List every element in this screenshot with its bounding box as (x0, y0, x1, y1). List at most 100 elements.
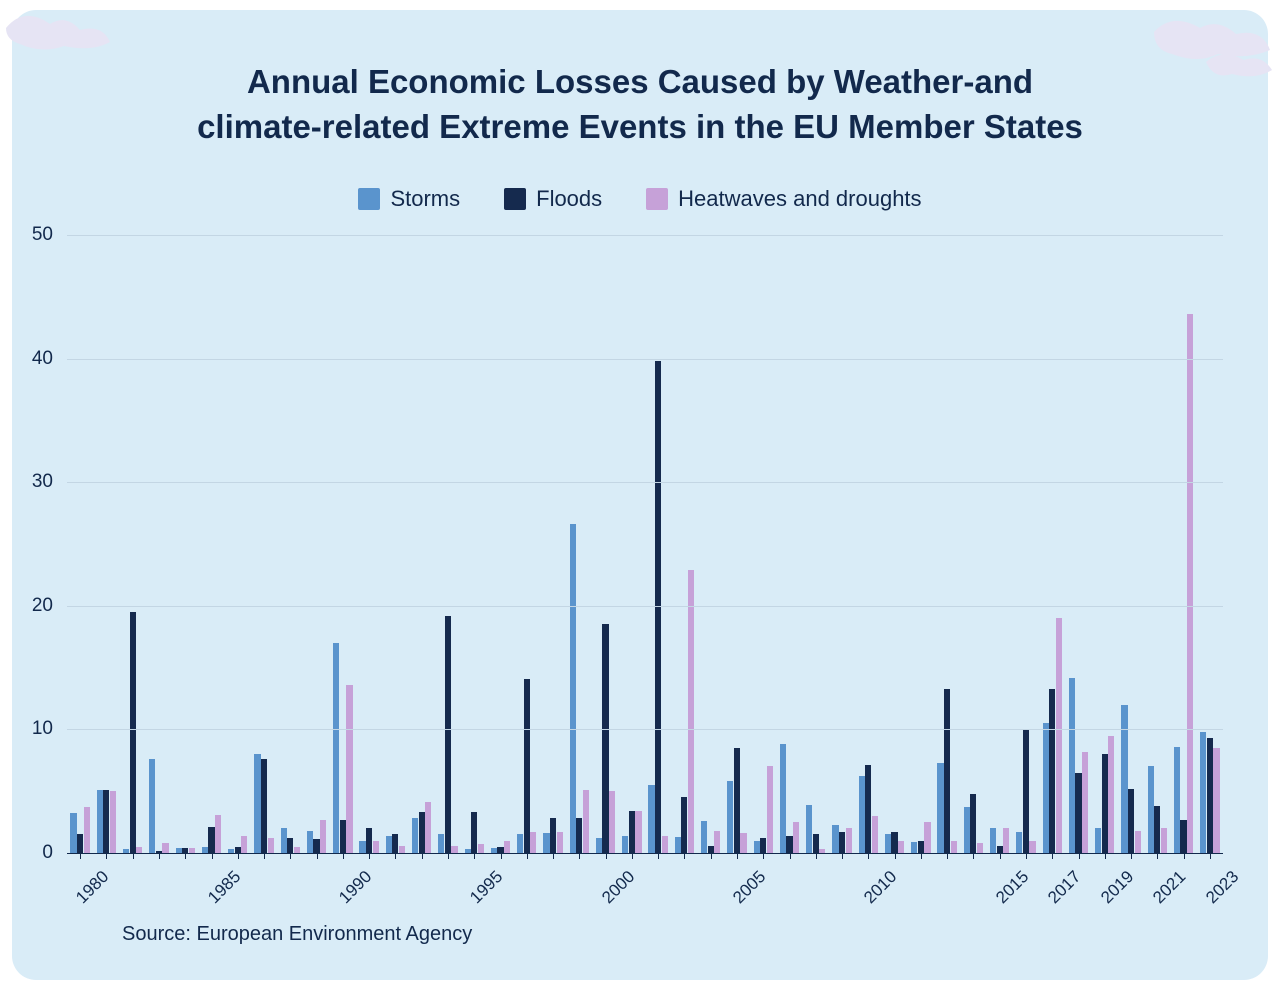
x-tick-mark (816, 853, 817, 859)
bar-heatwaves-and-droughts (1029, 841, 1035, 853)
bar-storms (727, 781, 733, 853)
bar-heatwaves-and-droughts (1135, 831, 1141, 853)
bar-floods (392, 834, 398, 853)
x-tick-mark (422, 853, 423, 859)
bar-storms (780, 744, 786, 853)
gridline (67, 359, 1223, 360)
x-tick-mark (1026, 853, 1027, 859)
bar-heatwaves-and-droughts (557, 832, 563, 853)
bar-floods (103, 790, 109, 853)
bar-floods (261, 759, 267, 853)
bar-heatwaves-and-droughts (714, 831, 720, 853)
bar-heatwaves-and-droughts (110, 791, 116, 853)
bar-storms (1200, 732, 1206, 853)
bar-heatwaves-and-droughts (1161, 828, 1167, 853)
chart-card: Annual Economic Losses Caused by Weather… (12, 10, 1268, 980)
x-tick-label: 2017 (1044, 867, 1085, 908)
bar-storms (806, 805, 812, 853)
legend-label: Storms (390, 186, 460, 212)
bar-heatwaves-and-droughts (346, 685, 352, 853)
bar-floods (891, 832, 897, 853)
bar-heatwaves-and-droughts (1187, 314, 1193, 853)
bar-heatwaves-and-droughts (268, 838, 274, 853)
bar-storms (359, 841, 365, 853)
bar-storms (70, 813, 76, 853)
bar-storms (885, 834, 891, 853)
gridline (67, 235, 1223, 236)
bar-storms (754, 841, 760, 853)
bar-storms (307, 831, 313, 853)
legend-item: Storms (358, 186, 460, 212)
bar-floods (1180, 820, 1186, 853)
bar-heatwaves-and-droughts (583, 790, 589, 853)
x-tick-mark (185, 853, 186, 859)
y-tick-label: 10 (32, 718, 53, 740)
bar-heatwaves-and-droughts (399, 846, 405, 853)
bar-heatwaves-and-droughts (951, 841, 957, 853)
x-tick-label: 2005 (729, 867, 770, 908)
bar-storms (438, 834, 444, 853)
gridline (67, 729, 1223, 730)
bar-floods (1128, 789, 1134, 853)
x-tick-mark (80, 853, 81, 859)
bar-heatwaves-and-droughts (451, 846, 457, 853)
bar-storms (1121, 705, 1127, 853)
x-tick-mark (790, 853, 791, 859)
bar-heatwaves-and-droughts (1108, 736, 1114, 853)
x-tick-mark (1157, 853, 1158, 859)
legend-swatch (646, 188, 668, 210)
bar-floods (366, 828, 372, 853)
x-tick-mark (606, 853, 607, 859)
x-tick-mark (527, 853, 528, 859)
x-tick-mark (343, 853, 344, 859)
bar-storms (149, 759, 155, 853)
bar-heatwaves-and-droughts (635, 811, 641, 853)
bar-floods (550, 818, 556, 853)
bar-floods (602, 624, 608, 853)
x-tick-mark (632, 853, 633, 859)
bar-heatwaves-and-droughts (767, 766, 773, 853)
x-tick-mark (317, 853, 318, 859)
x-tick-label: 1995 (466, 867, 507, 908)
gridline (67, 482, 1223, 483)
bar-storms (543, 833, 549, 853)
bar-floods (1154, 806, 1160, 853)
x-tick-mark (658, 853, 659, 859)
bar-floods (786, 836, 792, 853)
bar-heatwaves-and-droughts (793, 822, 799, 853)
bar-floods (419, 812, 425, 853)
bar-storms (859, 776, 865, 853)
chart-title: Annual Economic Losses Caused by Weather… (12, 60, 1268, 149)
x-tick-mark (553, 853, 554, 859)
x-tick-mark (895, 853, 896, 859)
legend-label: Floods (536, 186, 602, 212)
x-tick-mark (501, 853, 502, 859)
bar-floods (576, 818, 582, 853)
y-tick-label: 0 (42, 842, 53, 864)
bar-storms (1174, 747, 1180, 853)
source-text: Source: European Environment Agency (122, 923, 472, 945)
bar-storms (517, 834, 523, 853)
bar-storms (990, 828, 996, 853)
x-tick-mark (868, 853, 869, 859)
x-tick-mark (474, 853, 475, 859)
x-tick-mark (1131, 853, 1132, 859)
bar-heatwaves-and-droughts (1082, 752, 1088, 853)
bar-floods (313, 839, 319, 853)
bar-floods (865, 765, 871, 853)
x-tick-mark (1000, 853, 1001, 859)
bar-floods (970, 794, 976, 853)
bar-floods (1049, 689, 1055, 853)
bar-floods (208, 827, 214, 853)
x-tick-mark (1052, 853, 1053, 859)
x-tick-mark (947, 853, 948, 859)
x-tick-mark (1184, 853, 1185, 859)
x-tick-mark (579, 853, 580, 859)
bar-floods (813, 834, 819, 853)
bar-storms (386, 836, 392, 853)
bar-heatwaves-and-droughts (1213, 748, 1219, 853)
x-tick-mark (711, 853, 712, 859)
x-tick-label: 2023 (1202, 867, 1243, 908)
bars-layer (67, 235, 1223, 853)
bar-storms (412, 818, 418, 853)
